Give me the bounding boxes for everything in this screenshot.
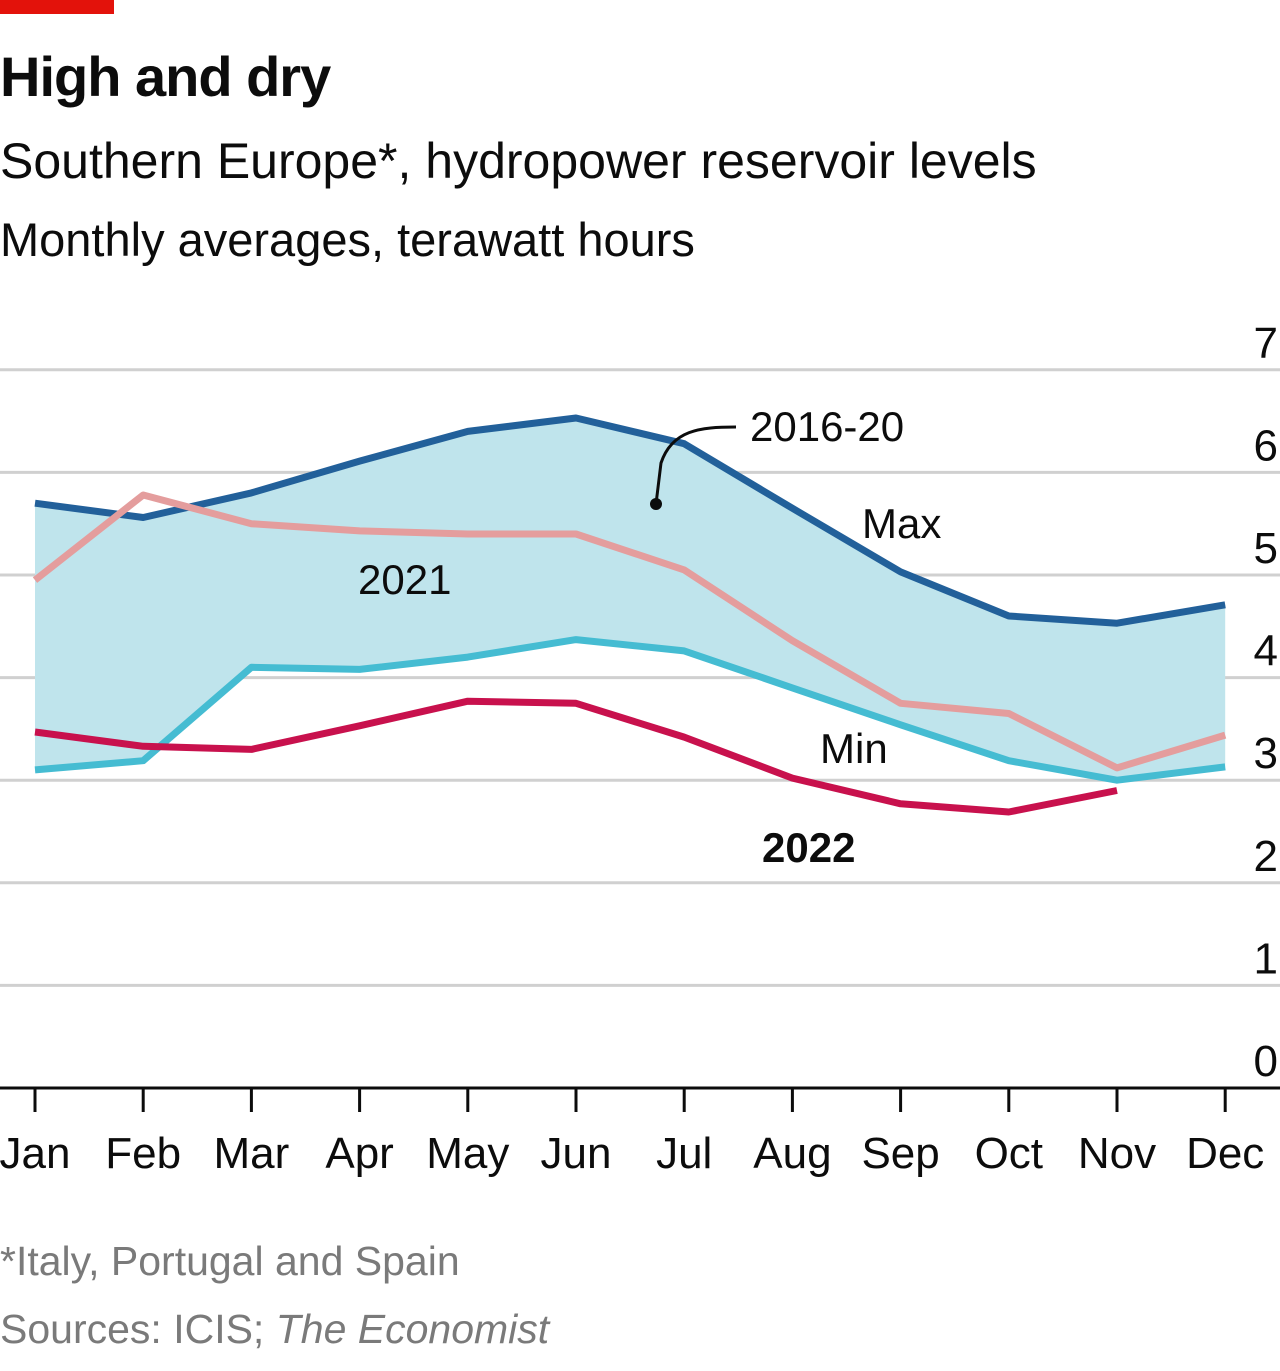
chart-unit-label: Monthly averages, terawatt hours: [0, 213, 695, 266]
x-tick-label-oct: Oct: [975, 1129, 1043, 1178]
band-fill-2016-20: [35, 418, 1226, 781]
x-tick-label-jan: Jan: [0, 1129, 70, 1178]
chart-subtitle: Southern Europe*, hydropower reservoir l…: [0, 133, 1037, 189]
x-axis: [0, 1086, 1280, 1112]
y-tick-label-1: 1: [1254, 934, 1278, 983]
x-tick-label-jul: Jul: [656, 1129, 712, 1178]
source-prefix: Sources: ICIS;: [0, 1306, 276, 1352]
chart-title: High and dry: [0, 45, 331, 108]
series-lines: [32, 414, 1227, 816]
source-publication: The Economist: [275, 1306, 550, 1352]
source-line: Sources: ICIS; The Economist: [0, 1306, 549, 1353]
band-label-pointer: [654, 425, 737, 505]
x-tick-label-dec: Dec: [1186, 1129, 1264, 1178]
band-label-2016-20: 2016-20: [750, 403, 904, 450]
x-tick-label-sep: Sep: [861, 1129, 939, 1178]
label-2021: 2021: [358, 556, 451, 603]
x-tick-label-feb: Feb: [105, 1129, 181, 1178]
max-label: Max: [862, 500, 941, 547]
min-label: Min: [820, 725, 888, 772]
x-tick-label-mar: Mar: [214, 1129, 290, 1178]
x-tick-label-aug: Aug: [753, 1129, 831, 1178]
y-tick-label-7: 7: [1254, 319, 1278, 368]
series-line-max: [34, 414, 1226, 627]
y-tick-label-5: 5: [1254, 524, 1278, 573]
x-tick-label-jun: Jun: [541, 1129, 612, 1178]
band-2016-20: [35, 418, 1226, 781]
y-tick-label-3: 3: [1254, 729, 1278, 778]
series-line-2021: [32, 491, 1227, 772]
x-tick-label-apr: Apr: [325, 1129, 393, 1178]
x-tick-label-nov: Nov: [1078, 1129, 1156, 1178]
axis-labels: 0 1 2 3 4 5 6 7 Jan Feb Mar Apr May Jun Jul Aug Sep Oct No…: [0, 319, 1278, 1178]
footnote: *Italy, Portugal and Spain: [0, 1238, 460, 1284]
y-tick-label-6: 6: [1254, 421, 1278, 470]
y-tick-label-0: 0: [1254, 1037, 1278, 1086]
series-line-min: [34, 636, 1226, 784]
y-tick-label-2: 2: [1254, 832, 1278, 881]
brand-red-tag: [0, 0, 114, 14]
annotations: 2016-20 Max Min 2021 2022: [358, 403, 941, 871]
label-2022: 2022: [762, 824, 855, 871]
band-label-pointer-dot: [650, 498, 662, 510]
series-line-2022: [34, 697, 1118, 816]
x-tick-label-may: May: [426, 1129, 509, 1178]
y-tick-label-4: 4: [1254, 627, 1278, 676]
